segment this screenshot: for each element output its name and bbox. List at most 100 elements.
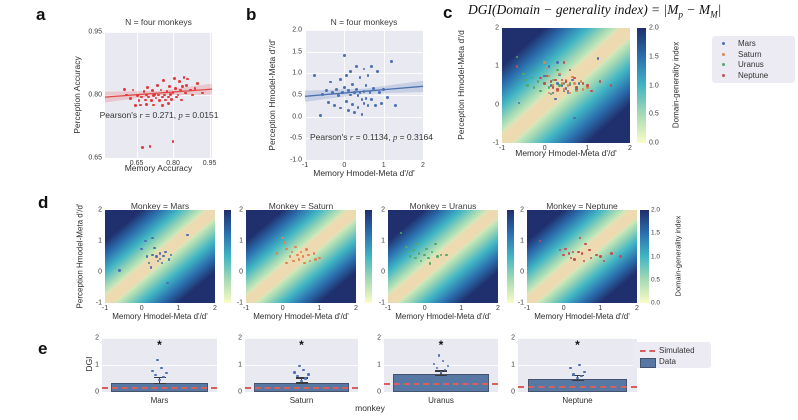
y-tick-label: 0.65 — [88, 154, 102, 162]
colorbar-tick-label: 0.5 — [649, 110, 659, 118]
scatter-point — [416, 242, 419, 246]
y-tick-label: -1 — [492, 139, 499, 147]
scatter-point — [131, 88, 135, 92]
strip-point — [162, 376, 165, 379]
scatter-point — [372, 87, 376, 90]
scatter-point — [545, 74, 548, 78]
y-tick-label: 1 — [511, 361, 515, 369]
y-tick-label: 0 — [511, 388, 515, 396]
scatter-point — [588, 249, 591, 252]
x-tick-label: 0 — [280, 305, 285, 312]
scatter-point — [140, 95, 143, 99]
scatter-point — [342, 53, 346, 57]
panel-e-monkey-name: Saturn — [289, 396, 314, 405]
scatter-point — [174, 87, 177, 91]
plot-canvas — [246, 210, 356, 303]
panel-d-mini-colorbar — [507, 210, 514, 303]
scatter-point — [172, 76, 176, 80]
scatter-point — [285, 247, 288, 250]
scatter-point — [425, 247, 428, 250]
scatter-point — [331, 91, 334, 95]
error-bar-cap — [571, 375, 584, 377]
scatter-point — [575, 90, 578, 93]
scatter-point — [356, 94, 360, 98]
legend-item-mars: Mars — [712, 39, 795, 49]
scatter-point — [307, 253, 310, 257]
scatter-point — [539, 76, 542, 80]
y-tick-label: 0.80 — [88, 91, 102, 99]
scatter-point — [171, 91, 175, 94]
scatter-point — [294, 246, 297, 249]
y-tick-label: 0.5 — [292, 91, 302, 99]
figure-element: DGI(Domain − generality index) = |M — [468, 2, 679, 17]
scatter-point — [158, 99, 162, 103]
scatter-point — [165, 90, 169, 94]
scatter-point — [168, 85, 171, 88]
scatter-point — [560, 82, 563, 85]
panel-letter-c: c — [443, 3, 453, 22]
figure-element: p — [178, 110, 183, 120]
scatter-point — [586, 86, 589, 89]
scatter-point — [573, 76, 576, 80]
panel-c-legend: Mars Saturn Uranus Neptune — [712, 36, 795, 83]
scatter-point — [167, 258, 171, 261]
scatter-point — [577, 250, 580, 254]
strip-point — [293, 371, 296, 374]
x-tick-label: -1 — [301, 162, 309, 169]
scatter-point — [526, 84, 529, 87]
scatter-point — [340, 91, 344, 95]
x-tick-label: 1 — [176, 305, 181, 312]
scatter-point — [325, 89, 329, 93]
scatter-point — [599, 255, 602, 258]
y-tick-label: 0.95 — [88, 28, 102, 36]
scatter-point — [386, 95, 389, 99]
gridline — [245, 338, 358, 339]
scatter-point — [580, 252, 584, 255]
colorbar-tick-label: 1.5 — [649, 53, 659, 61]
x-tick-label: -1 — [384, 305, 392, 312]
colorbar-tick-label: 1.0 — [651, 253, 661, 260]
strip-point — [580, 375, 583, 378]
plot-canvas — [245, 338, 358, 392]
scatter-point — [143, 98, 147, 102]
scatter-point — [537, 80, 540, 83]
scatter-point — [549, 80, 553, 83]
scatter-point — [406, 250, 410, 254]
scatter-point — [579, 80, 583, 83]
scatter-point — [562, 90, 566, 93]
scatter-point — [142, 90, 146, 94]
scatter-point — [144, 102, 148, 106]
y-tick-label: 2 — [520, 206, 524, 214]
plot-canvas — [305, 30, 423, 160]
legend-dot — [722, 73, 726, 77]
scatter-point — [157, 93, 160, 97]
x-tick-label: 2 — [628, 145, 632, 152]
legend-label-simulated: Simulated — [659, 346, 695, 355]
panel-b-pearson-annotation: Pearson's r = 0.1134, p = 0.3164 — [310, 132, 433, 142]
strip-point — [165, 372, 168, 375]
plot-canvas — [502, 28, 630, 143]
y-tick-label: 1.5 — [292, 48, 302, 56]
y-tick-label: 0 — [238, 388, 242, 396]
strip-point — [435, 367, 439, 370]
scatter-point — [154, 96, 158, 100]
scatter-point — [515, 65, 519, 68]
legend-dot — [722, 42, 726, 46]
strip-point — [156, 358, 159, 361]
y-tick-label: 1.0 — [292, 69, 302, 77]
y-tick-label: 2 — [95, 334, 99, 342]
scatter-point — [602, 259, 606, 263]
simulated-line-swatch — [640, 350, 655, 352]
colorbar-tick-label: 2.0 — [649, 24, 659, 32]
legend-item-uranus: Uranus — [712, 60, 795, 70]
y-tick-label: 2 — [98, 206, 102, 214]
strip-point — [296, 375, 299, 378]
scatter-point — [584, 242, 587, 246]
scatter-point — [147, 95, 151, 99]
scatter-point — [136, 94, 140, 98]
panel-e-legend: Simulated Data — [633, 342, 711, 368]
scatter-point — [417, 252, 421, 255]
panel-d-subplot-title: Monkey = Uranus — [409, 201, 477, 211]
y-tick-label: 2.0 — [292, 26, 302, 34]
scatter-point — [552, 86, 555, 89]
